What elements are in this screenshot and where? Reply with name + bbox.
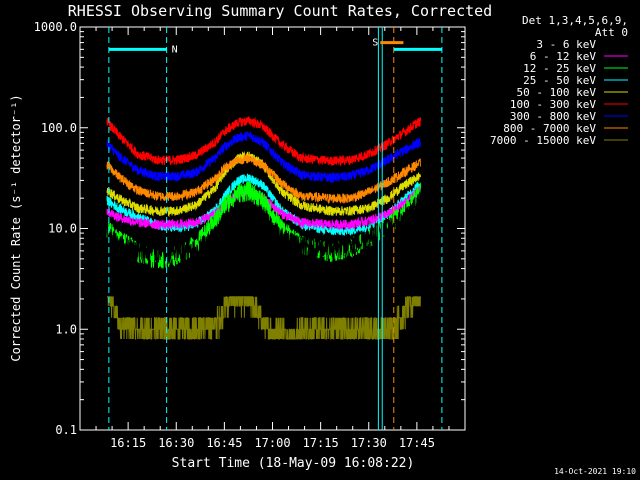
legend-entry-4: 50 - 100 keV [517, 86, 597, 99]
y-tick-label: 100.0 [41, 121, 77, 135]
x-tick-label: 17:45 [399, 436, 435, 450]
series-line-0 [106, 191, 422, 265]
legend-entry-7: 800 - 7000 keV [503, 122, 596, 135]
chart-title: RHESSI Observing Summary Count Rates, Co… [68, 2, 492, 20]
series-line-5 [106, 116, 422, 167]
x-tick-label: 16:30 [158, 436, 194, 450]
legend-entry-0: 3 - 6 keV [536, 38, 596, 51]
x-tick-label: 16:45 [206, 436, 242, 450]
x-tick-label: 17:30 [351, 436, 387, 450]
plot-area: 0.1 1.0 10.0 100.0 1000.0 16:15 16:30 16:45 17:0… [34, 20, 466, 450]
legend-entry-8: 7000 - 15000 keV [490, 134, 596, 147]
y-tick-label: 10.0 [48, 222, 77, 236]
flag-label-0: N [172, 44, 178, 55]
flag-label-1: S [372, 38, 378, 49]
legend-entry-2: 12 - 25 keV [523, 62, 596, 75]
legend-entry-3: 25 - 50 keV [523, 74, 596, 87]
x-tick-label: 17:00 [254, 436, 290, 450]
x-tick-label: 17:15 [303, 436, 339, 450]
y-tick-label: 1.0 [55, 322, 77, 336]
legend-entry-6: 300 - 800 keV [510, 110, 596, 123]
legend-header: Det 1,3,4,5,6,9, [522, 14, 628, 27]
y-axis-label: Corrected Count Rate (s⁻¹ detector⁻¹) [9, 94, 23, 361]
legend-entry-5: 100 - 300 keV [510, 98, 596, 111]
series-line-8 [107, 296, 421, 340]
legend-entry-1: 6 - 12 keV [530, 50, 597, 63]
series-line-6 [106, 131, 422, 184]
x-axis-label: Start Time (18-May-09 16:08:22) [172, 456, 415, 471]
y-tick-label: 0.1 [55, 423, 77, 437]
legend-header: Att 0 [595, 26, 628, 39]
y-tick-label: 1000.0 [34, 20, 77, 34]
footer-timestamp: 14-Oct-2021 19:10 [554, 467, 636, 476]
x-tick-label: 16:15 [110, 436, 146, 450]
series-line-7 [106, 152, 422, 205]
